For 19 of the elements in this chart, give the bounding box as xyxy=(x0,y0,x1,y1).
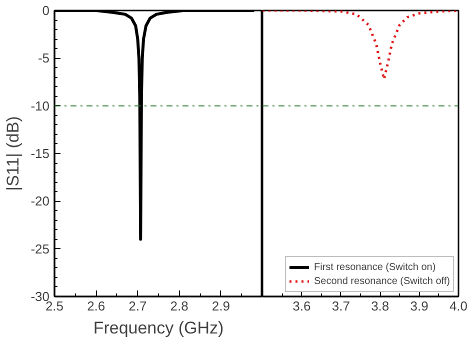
x-tick-label: 3.9 xyxy=(410,298,428,314)
y-tick-label: -20 xyxy=(30,194,50,209)
x-tick-label: 3.8 xyxy=(371,298,390,314)
x-tick-label: 3.6 xyxy=(292,298,311,314)
legend-label: Second resonance (Switch off) xyxy=(314,274,450,288)
y-tick-label: -10 xyxy=(30,98,50,114)
y-tick-label: -15 xyxy=(30,146,50,161)
y-axis-title: |S11| (dB) xyxy=(4,116,23,191)
legend-label: First resonance (Switch on) xyxy=(314,260,436,274)
x-tick-label: 3.7 xyxy=(332,298,350,314)
y-tick-label: -25 xyxy=(30,241,50,256)
x-tick-label: 2.9 xyxy=(212,298,230,314)
x-tick-label: 2.7 xyxy=(128,298,147,314)
x-axis-title: Frequency (GHz) xyxy=(93,318,224,338)
x-tick-label: 4.0 xyxy=(449,298,468,314)
y-tick-label: 0 xyxy=(42,3,50,18)
x-tick-label: 2.6 xyxy=(87,298,106,314)
x-tick-label: 2.8 xyxy=(170,298,188,314)
y-tick-label: -5 xyxy=(38,50,50,66)
